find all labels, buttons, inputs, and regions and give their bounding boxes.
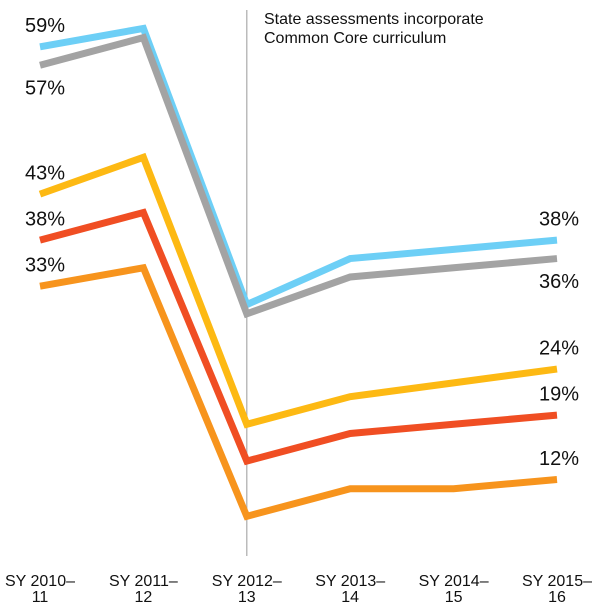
data-label: 59%: [25, 15, 65, 37]
annotation: State assessments incorporate Common Cor…: [264, 11, 484, 47]
data-label: 43%: [25, 162, 65, 184]
series-line: [38, 152, 558, 429]
data-label: 12%: [539, 448, 579, 470]
data-label: 36%: [539, 271, 579, 293]
data-label: 33%: [25, 254, 65, 276]
data-label: 38%: [25, 208, 65, 230]
data-label: 57%: [25, 78, 65, 100]
series-line: [39, 24, 558, 310]
x-tick-label: SY 2011–12: [108, 573, 178, 606]
x-tick-label: SY 2012–13: [211, 573, 282, 606]
series-line: [39, 208, 558, 466]
data-label: 24%: [539, 337, 579, 359]
x-tick-label: SY 2014–15: [418, 573, 489, 606]
data-label: 38%: [539, 208, 579, 230]
data-label: 19%: [539, 383, 579, 405]
series-line: [39, 33, 558, 319]
series-line: [39, 263, 558, 521]
x-tick-label: SY 2010–11: [5, 573, 75, 606]
x-tick-label: SY 2013–14: [315, 573, 386, 606]
x-tick-label: SY 2015–16: [522, 573, 592, 606]
